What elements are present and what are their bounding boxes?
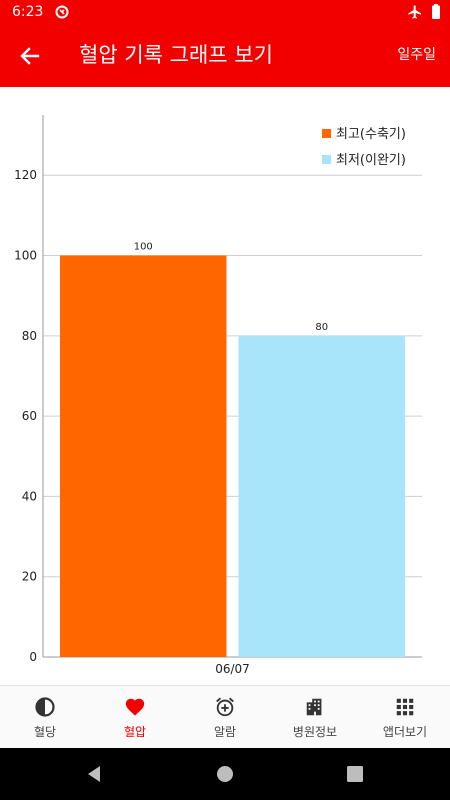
bar-systolic	[60, 255, 227, 657]
y-tick-label: 60	[22, 409, 37, 423]
blood-pressure-chart: 0 20 40 60 80 100 120 100 80 06/07 최고(수축기) 최저(이완기)	[0, 88, 450, 685]
nav-label-blood-sugar: 혈당	[33, 725, 57, 739]
system-home-icon[interactable]	[215, 764, 235, 784]
alarm-clock-icon	[216, 697, 234, 717]
y-tick-label: 80	[22, 329, 37, 343]
bottom-navigation: 혈당 혈압 알람 병원정보	[0, 685, 450, 749]
page-title: 혈압 기록 그래프 보기	[79, 43, 273, 67]
chart-canvas: 0 20 40 60 80 100 120 100 80 06/07 최고(수축기) 최저(이완기)	[14, 115, 422, 676]
battery-icon	[432, 4, 440, 19]
legend-label: 최고(수축기)	[336, 127, 406, 142]
building-icon	[306, 698, 322, 716]
system-navigation-bar	[0, 748, 450, 800]
nav-item-more-apps[interactable]: 앱더보기	[360, 686, 450, 749]
nav-item-hospital-info[interactable]: 병원정보	[270, 686, 360, 749]
data-label: 100	[134, 242, 153, 253]
bar-diastolic	[238, 335, 405, 657]
system-recents-icon[interactable]	[345, 764, 365, 784]
y-tick-label: 0	[29, 650, 37, 664]
system-back-icon[interactable]	[84, 764, 104, 784]
y-tick-label: 20	[22, 570, 37, 584]
period-selector[interactable]: 일주일	[397, 47, 436, 63]
x-tick-label: 06/07	[215, 662, 250, 676]
data-label: 80	[315, 322, 328, 333]
status-bar: 6:23	[0, 0, 450, 24]
nav-label-blood-pressure: 혈압	[123, 725, 147, 739]
back-arrow-icon[interactable]	[18, 44, 42, 68]
airplane-mode-icon	[408, 5, 421, 19]
y-tick-label: 40	[22, 489, 37, 503]
y-tick-label: 120	[14, 168, 37, 182]
legend-swatch	[322, 129, 331, 138]
notification-app-icon	[55, 5, 69, 19]
app-bar: 혈압 기록 그래프 보기 일주일	[0, 24, 450, 87]
nav-label-alarm: 알람	[213, 725, 237, 739]
legend-swatch	[322, 155, 331, 164]
nav-item-blood-sugar[interactable]: 혈당	[0, 686, 90, 749]
nav-item-alarm[interactable]: 알람	[180, 686, 270, 749]
heart-icon	[125, 698, 145, 716]
legend-label: 최저(이완기)	[336, 153, 406, 168]
y-tick-label: 100	[14, 249, 37, 263]
nav-label-more-apps: 앱더보기	[382, 725, 428, 739]
nav-item-blood-pressure[interactable]: 혈압	[90, 686, 180, 749]
grid-apps-icon	[396, 698, 414, 716]
half-circle-icon	[35, 697, 55, 717]
nav-label-hospital-info: 병원정보	[292, 725, 338, 739]
status-time: 6:23	[12, 4, 44, 20]
